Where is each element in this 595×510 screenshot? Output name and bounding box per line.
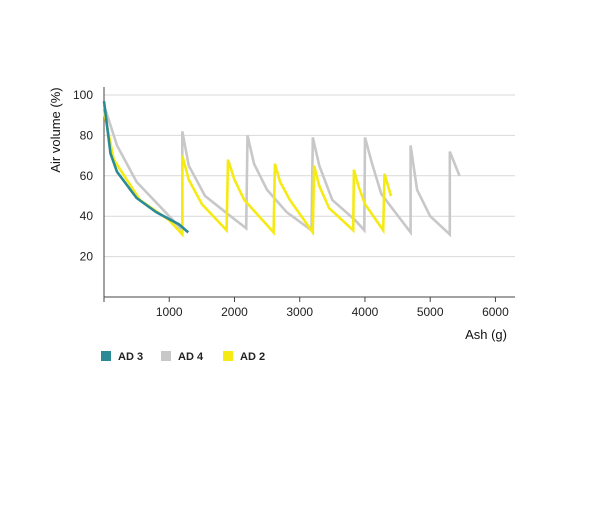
legend-label: AD 2 [240,351,265,363]
x-axis-ticks: 1000 2000 3000 4000 5000 6000 [103,297,509,319]
legend-label: AD 4 [178,351,204,363]
y-axis-title: Air volume (%) [48,87,63,172]
legend-swatch [101,351,111,361]
x-tick-label: 2000 [221,305,248,319]
y-tick-label: 20 [80,250,94,264]
legend-item: AD 2 [223,351,265,363]
x-tick-label: 3000 [286,305,313,319]
legend-item: AD 4 [161,351,204,363]
y-tick-label: 100 [73,88,93,102]
legend-item: AD 3 [101,351,143,363]
series-line-ad-3 [102,100,190,234]
x-axis-title: Ash (g) [465,327,507,342]
y-tick-label: 80 [80,128,94,142]
legend-swatch [161,351,171,361]
y-tick-label: 60 [80,169,94,183]
axes [103,87,515,301]
legend-label: AD 3 [118,351,143,363]
x-tick-label: 6000 [482,305,509,319]
x-tick-label: 5000 [417,305,444,319]
series-lines [102,100,461,238]
series-line-ad-4 [102,104,461,238]
y-tick-label: 40 [80,209,94,223]
x-tick-label: 4000 [352,305,379,319]
x-tick-label: 1000 [156,305,183,319]
y-axis-ticks: 20 40 60 80 100 [73,88,93,264]
legend-swatch [223,351,233,361]
legend: AD 3 AD 4 AD 2 [101,351,265,363]
series-line-ad-2 [102,110,393,238]
gridlines [104,94,515,258]
